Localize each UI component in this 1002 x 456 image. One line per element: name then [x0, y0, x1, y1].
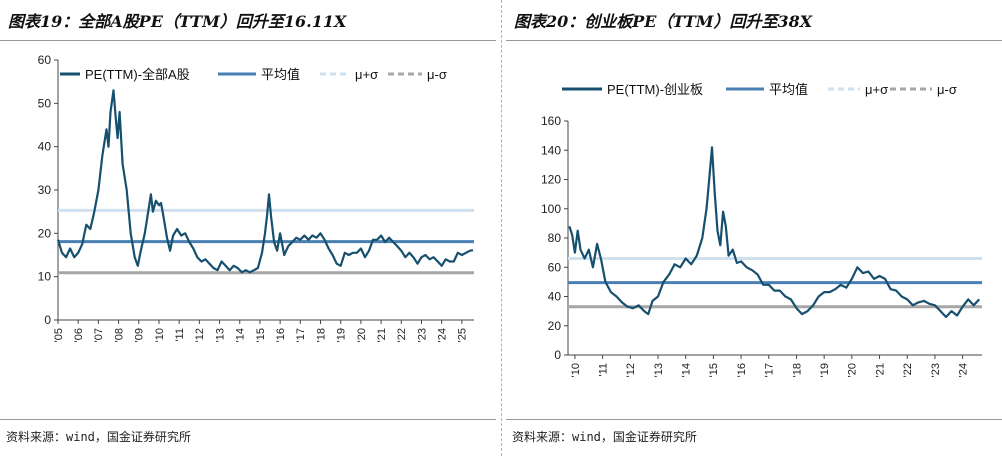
right-pe-chart: 0 20 40 60 80 100 120 140 160 '10 '11 '12 '13 '14 '15 '…	[541, 82, 982, 377]
left-title-rule	[0, 40, 496, 41]
right-legend-label-plus-sigma: μ+σ	[865, 82, 888, 97]
right-footer-rule	[506, 419, 1002, 420]
left-pe-chart: 0 10 20 30 40 50 60 '05 '06 '07 '08 '09 '10 '11 '12 '13…	[38, 53, 474, 342]
right-x-tick-label: '23	[930, 363, 942, 377]
left-y-tick-label: 20	[38, 226, 52, 240]
right-x-tick-label: '15	[708, 363, 720, 377]
left-y-tick-label: 40	[38, 140, 52, 154]
left-x-tick-label: '24	[437, 328, 449, 342]
right-x-tick-label: '19	[819, 363, 831, 377]
left-source-note: 资料来源：wind，国金证券研究所	[6, 430, 191, 444]
left-legend-label-pe: PE(TTM)-全部A股	[85, 67, 190, 82]
right-y-tick-label: 40	[548, 290, 562, 304]
left-x-tick-label: '17	[295, 328, 307, 342]
left-x-tick-label: '14	[235, 328, 247, 342]
left-x-tick-label: '23	[416, 328, 428, 342]
left-chart-title: 图表19：全部A股PE（TTM）回升至16.11X	[8, 12, 347, 31]
right-legend-label-pe: PE(TTM)-创业板	[607, 82, 703, 97]
left-x-tick-label: '07	[93, 328, 105, 342]
left-x-tick-label: '20	[356, 328, 368, 342]
left-footer-rule	[0, 419, 496, 420]
right-x-tick-label: '20	[847, 363, 859, 377]
left-x-tick-label: '09	[134, 328, 146, 342]
right-source-note: 资料来源：wind，国金证券研究所	[512, 430, 697, 444]
left-y-tick-label: 30	[38, 183, 52, 197]
right-y-tick-label: 80	[548, 231, 562, 245]
left-x-tick-label: '18	[315, 328, 327, 342]
left-x-tick-label: '06	[73, 328, 85, 342]
right-panel: 图表20：创业板PE（TTM）回升至38X 0 20 40 60 80 100 120 140…	[506, 0, 1002, 456]
left-x-tick-label: '19	[336, 328, 348, 342]
right-y-tick-label: 20	[548, 319, 562, 333]
left-x-tick-label: '13	[214, 328, 226, 342]
right-x-tick-label: '17	[764, 363, 776, 377]
left-x-tick-label: '21	[376, 328, 388, 342]
left-y-tick-label: 10	[38, 270, 52, 284]
right-x-tick-label: '12	[625, 363, 637, 377]
right-x-tick-label: '10	[570, 363, 582, 377]
left-y-tick-label: 60	[38, 53, 52, 67]
right-x-tick-label: '16	[736, 363, 748, 377]
panel-divider	[501, 0, 502, 456]
left-x-tick-label: '05	[53, 328, 65, 342]
right-y-tick-label: 0	[554, 348, 561, 362]
left-pe-series-line	[56, 89, 474, 274]
left-y-tick-label: 50	[38, 96, 52, 110]
left-x-tick-label: '12	[194, 328, 206, 342]
right-x-tick-label: '18	[791, 363, 803, 377]
right-x-tick-label: '22	[902, 363, 914, 377]
left-x-tick-label: '10	[154, 328, 166, 342]
right-title-rule	[506, 40, 1002, 41]
left-x-tick-label: '11	[174, 328, 186, 342]
left-x-tick-label: '22	[396, 328, 408, 342]
left-x-tick-label: '25	[457, 328, 469, 342]
left-panel: 图表19：全部A股PE（TTM）回升至16.11X 0 10 20 30 40 50 60 '…	[0, 0, 496, 456]
left-x-tick-label: '16	[275, 328, 287, 342]
right-y-tick-label: 120	[541, 173, 561, 187]
right-x-tick-label: '21	[874, 363, 886, 377]
left-x-tick-label: '15	[255, 328, 267, 342]
right-y-tick-label: 60	[548, 260, 562, 274]
right-pe-series-line	[568, 146, 981, 319]
left-legend-label-plus-sigma: μ+σ	[355, 67, 378, 82]
right-y-tick-label: 100	[541, 202, 561, 216]
right-y-tick-label: 140	[541, 143, 561, 157]
left-legend-label-mean: 平均值	[261, 67, 300, 82]
left-y-tick-label: 0	[44, 313, 51, 327]
left-legend-label-minus-sigma: μ-σ	[427, 67, 447, 82]
right-y-tick-label: 160	[541, 114, 561, 128]
right-x-tick-label: '24	[957, 363, 969, 377]
right-x-tick-label: '14	[681, 363, 693, 377]
right-legend-label-minus-sigma: μ-σ	[937, 82, 957, 97]
left-x-tick-label: '08	[113, 328, 125, 342]
right-chart-title: 图表20：创业板PE（TTM）回升至38X	[514, 12, 813, 31]
right-x-tick-label: '11	[597, 363, 609, 377]
right-legend-label-mean: 平均值	[769, 82, 808, 97]
right-x-tick-label: '13	[653, 363, 665, 377]
